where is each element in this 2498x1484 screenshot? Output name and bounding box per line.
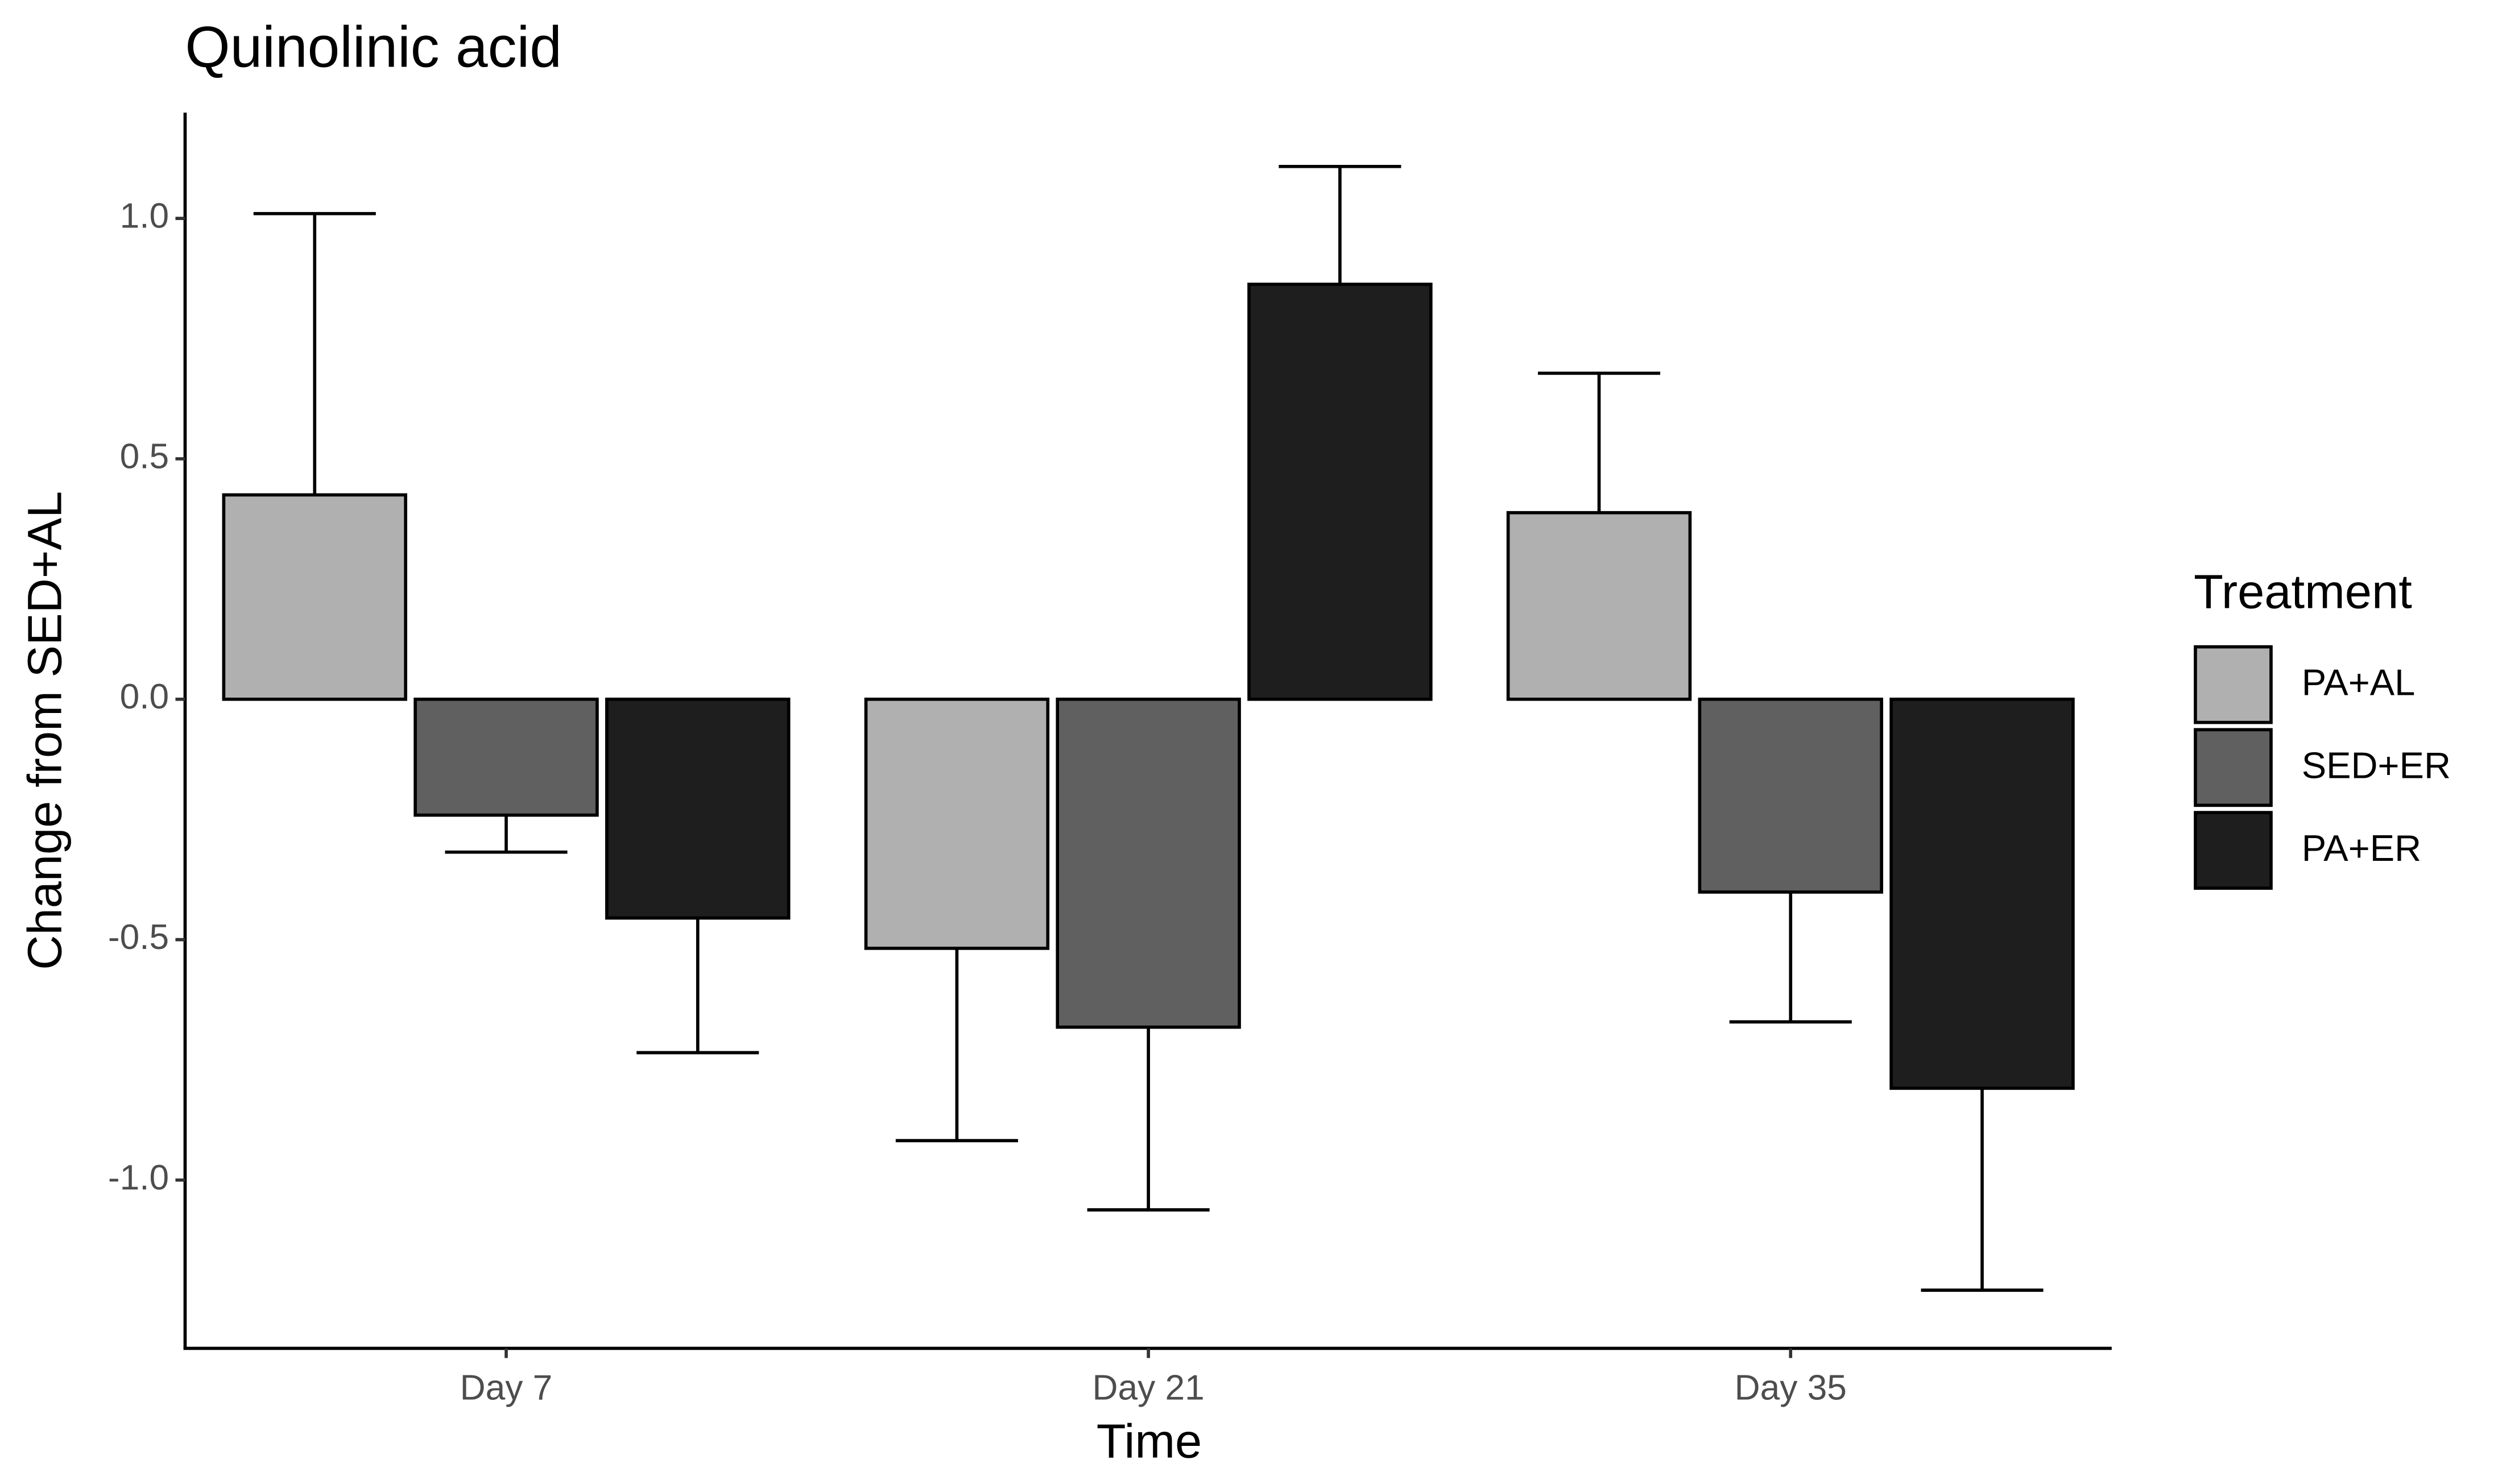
bar bbox=[864, 697, 1050, 950]
y-tick-label: 1.0 bbox=[120, 197, 169, 236]
bar bbox=[413, 697, 599, 817]
legend-key bbox=[2194, 645, 2273, 724]
x-tick-label: Day 7 bbox=[460, 1368, 553, 1407]
legend-key bbox=[2194, 811, 2273, 890]
legend-key bbox=[2194, 728, 2273, 807]
y-tick-label: 0.5 bbox=[120, 437, 169, 476]
bar bbox=[1247, 283, 1433, 701]
y-tick-label: -1.0 bbox=[108, 1158, 169, 1197]
y-tick-label: 0.0 bbox=[120, 677, 169, 716]
y-axis-title: Change from SED+AL bbox=[17, 491, 71, 970]
x-tick-label: Day 35 bbox=[1735, 1368, 1847, 1407]
legend-label: PA+AL bbox=[2302, 662, 2416, 703]
legend-title: Treatment bbox=[2194, 564, 2412, 618]
x-axis-title: Time bbox=[1097, 1414, 1202, 1468]
y-tick-label: -0.5 bbox=[108, 918, 169, 957]
x-tick-label: Day 21 bbox=[1093, 1368, 1205, 1407]
bar bbox=[1889, 697, 2075, 1090]
bar bbox=[605, 697, 791, 920]
legend-label: SED+ER bbox=[2302, 744, 2451, 786]
bar bbox=[222, 493, 407, 701]
bar bbox=[1056, 697, 1241, 1029]
bar bbox=[1506, 511, 1692, 701]
legend-label: PA+ER bbox=[2302, 827, 2421, 869]
chart-title: Quinolinic acid bbox=[185, 14, 561, 79]
bar bbox=[1698, 697, 1883, 894]
